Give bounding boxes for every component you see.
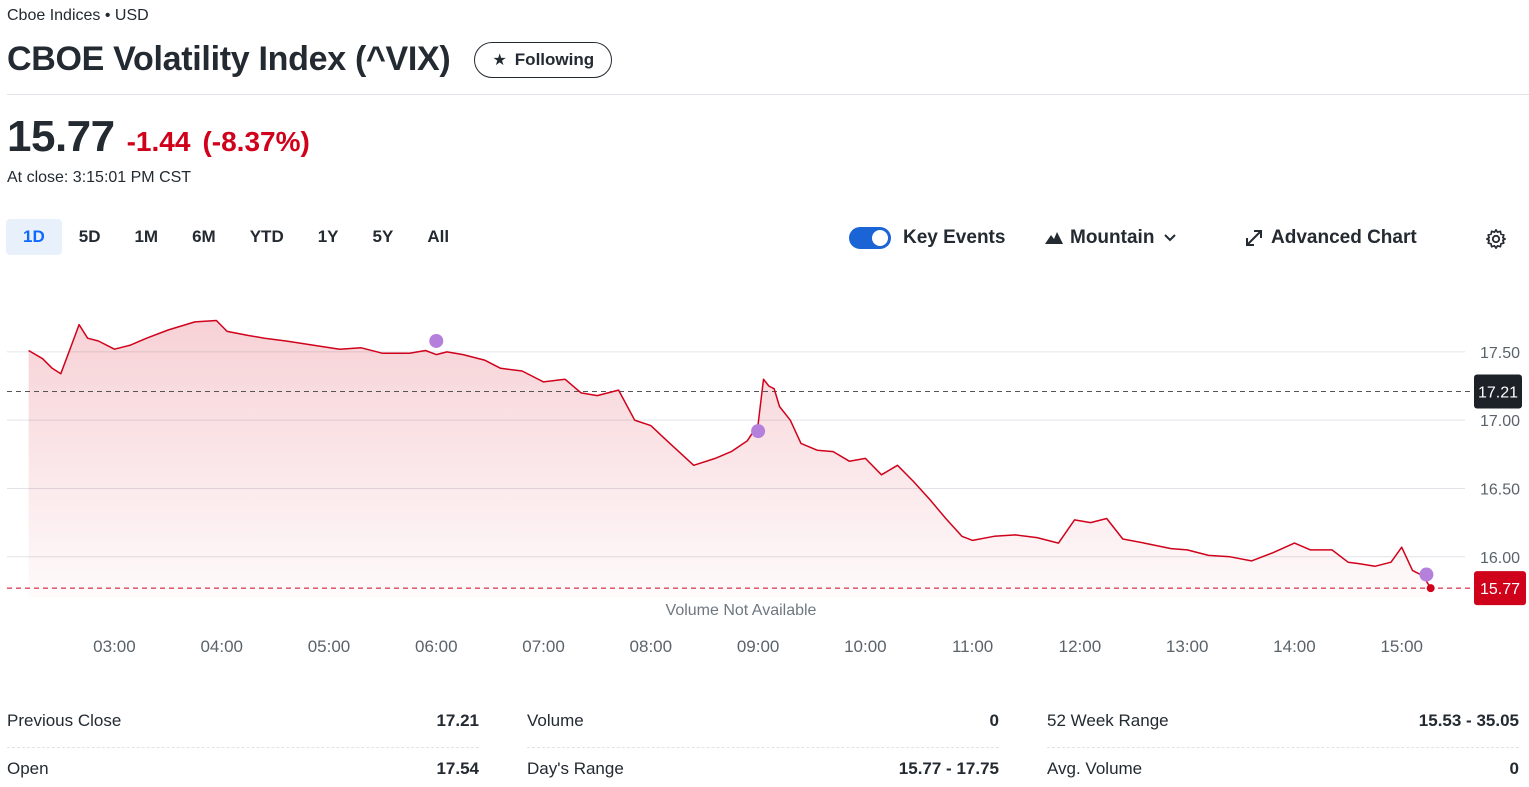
- expand-icon: [1246, 230, 1262, 246]
- gear-icon[interactable]: [1485, 228, 1507, 250]
- price-change: -1.44: [126, 126, 191, 157]
- x-tick-label: 11:00: [952, 637, 993, 656]
- range-tab-all[interactable]: All: [427, 227, 450, 246]
- key-event-marker[interactable]: [429, 333, 444, 348]
- x-tick-label: 04:00: [200, 637, 243, 656]
- stat-label: Day's Range: [527, 759, 624, 778]
- stat-value: 15.53 - 35.05: [1418, 711, 1519, 730]
- x-tick-label: 13:00: [1166, 637, 1209, 656]
- stat-value: 0: [1509, 759, 1519, 778]
- stat-label: Open: [7, 759, 49, 778]
- stat-label: 52 Week Range: [1047, 711, 1169, 730]
- stat-row: Volume 0: [527, 700, 999, 748]
- chart-type-label: Mountain: [1070, 227, 1155, 248]
- star-icon: ★: [492, 51, 507, 69]
- x-tick-label: 09:00: [737, 637, 780, 656]
- stats-column: Previous Close 17.21 Open 17.54: [7, 700, 479, 787]
- x-tick-label: 12:00: [1059, 637, 1102, 656]
- y-tick-label: 16.50: [1480, 481, 1520, 498]
- y-tick-label: 17.50: [1480, 345, 1520, 362]
- stat-row: Day's Range 15.77 - 17.75: [527, 748, 999, 787]
- quote-row: 15.77 -1.44 (-8.37%): [7, 112, 310, 162]
- stats-column: 52 Week Range 15.53 - 35.05 Avg. Volume …: [1047, 700, 1519, 787]
- stat-row: Open 17.54: [7, 748, 479, 787]
- key-events-label[interactable]: Key Events: [903, 227, 1006, 248]
- range-tab-1y[interactable]: 1Y: [317, 227, 339, 246]
- volume-note: Volume Not Available: [666, 602, 817, 619]
- close-time: At close: 3:15:01 PM CST: [7, 169, 192, 186]
- page-title: CBOE Volatility Index (^VIX): [7, 40, 451, 78]
- advanced-chart-link[interactable]: Advanced Chart: [1245, 227, 1417, 249]
- previous-close-badge: 17.21: [1474, 374, 1522, 409]
- stat-row: Previous Close 17.21: [7, 700, 479, 748]
- price-chart[interactable]: Volume Not Available 17.50 17.00 16.50 16.0…: [0, 270, 1529, 670]
- stat-value: 0: [989, 711, 999, 730]
- following-button[interactable]: ★ Following: [474, 41, 613, 78]
- x-tick-label: 07:00: [522, 637, 565, 656]
- key-events-markers: [429, 333, 1434, 582]
- range-tab-1d[interactable]: 1D: [6, 219, 62, 255]
- toggle-knob: [872, 230, 888, 246]
- stat-value: 17.21: [436, 711, 479, 730]
- current-price: 15.77: [7, 112, 115, 161]
- x-tick-label: 08:00: [630, 637, 673, 656]
- last-price-badge: 15.77: [1474, 571, 1526, 606]
- chevron-down-icon: [1164, 234, 1177, 242]
- stats-column: Volume 0 Day's Range 15.77 - 17.75: [527, 700, 999, 787]
- title-row: CBOE Volatility Index (^VIX) ★ Following: [7, 40, 613, 79]
- range-tab-6m[interactable]: 6M: [192, 227, 216, 246]
- chart-type-dropdown[interactable]: Mountain: [1045, 227, 1177, 249]
- x-tick-label: 03:00: [93, 637, 136, 656]
- mountain-icon: [1045, 232, 1063, 244]
- x-tick-label: 05:00: [308, 637, 351, 656]
- exchange-label: Cboe Indices • USD: [7, 7, 149, 24]
- stat-row: 52 Week Range 15.53 - 35.05: [1047, 700, 1519, 748]
- stat-label: Previous Close: [7, 711, 122, 730]
- y-tick-label: 16.00: [1480, 550, 1520, 567]
- y-tick-label: 17.00: [1480, 413, 1520, 430]
- range-tabs: 1D 5D 1M 6M YTD 1Y 5Y All: [6, 219, 466, 255]
- last-price-badge-text: 15.77: [1480, 581, 1520, 598]
- x-tick-label: 14:00: [1273, 637, 1316, 656]
- stat-value: 17.54: [436, 759, 479, 778]
- x-tick-label: 06:00: [415, 637, 458, 656]
- key-events-toggle[interactable]: [849, 227, 891, 249]
- x-tick-label: 15:00: [1380, 637, 1423, 656]
- x-tick-label: 10:00: [844, 637, 887, 656]
- key-event-marker[interactable]: [1419, 567, 1434, 582]
- last-price-dot: [1426, 584, 1435, 593]
- stat-value: 15.77 - 17.75: [898, 759, 999, 778]
- stat-row: Avg. Volume 0: [1047, 748, 1519, 787]
- header-divider: [7, 94, 1529, 95]
- price-line: [28, 319, 1432, 589]
- range-tab-ytd[interactable]: YTD: [249, 227, 284, 246]
- price-area: [28, 320, 1431, 597]
- stat-label: Volume: [527, 711, 584, 730]
- y-axis: 17.50 17.00 16.50 16.00: [1480, 345, 1520, 567]
- key-event-marker[interactable]: [751, 424, 766, 439]
- following-label: Following: [514, 49, 595, 69]
- x-axis: 03:00 04:00 05:00 06:00 07:00 08:00 09:00 10:00…: [93, 637, 1423, 656]
- previous-close-badge-text: 17.21: [1478, 385, 1518, 402]
- stat-label: Avg. Volume: [1047, 759, 1143, 778]
- advanced-chart-label: Advanced Chart: [1271, 227, 1417, 248]
- range-tab-5y[interactable]: 5Y: [372, 227, 394, 246]
- range-tab-5d[interactable]: 5D: [78, 227, 101, 246]
- price-change-percent: (-8.37%): [202, 126, 310, 157]
- range-tab-1m[interactable]: 1M: [134, 227, 159, 246]
